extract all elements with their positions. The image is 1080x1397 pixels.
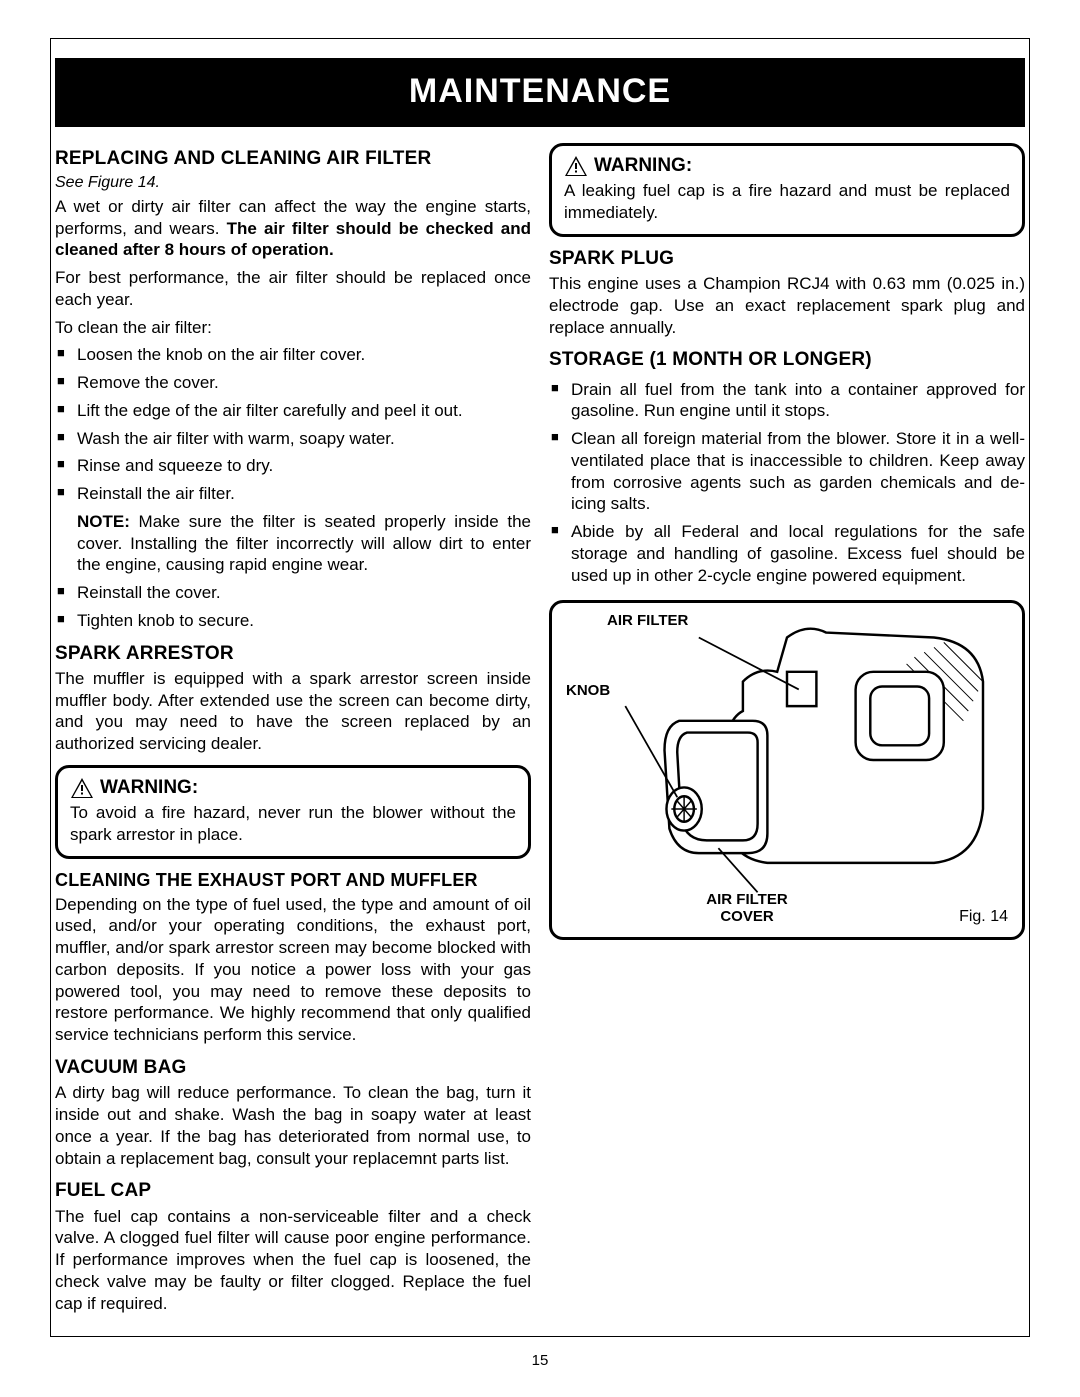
warning-box-1: WARNING: To avoid a fire hazard, never r… [55,765,531,859]
air-filter-steps: Loosen the knob on the air filter cover.… [55,344,531,505]
warning-title: WARNING: [564,154,1010,178]
figure-caption: Fig. 14 [959,907,1008,927]
heading-vacuum: VACUUM BAG [55,1056,531,1080]
air-filter-note: NOTE: Make sure the filter is seated pro… [55,511,531,576]
list-item: Rinse and squeeze to dry. [55,455,531,477]
figure-label-cover: AIR FILTER COVER [692,892,802,925]
exhaust-p1: Depending on the type of fuel used, the … [55,894,531,1046]
heading-spark-plug: SPARK PLUG [549,247,1025,271]
banner-title: MAINTENANCE [55,58,1025,127]
storage-items: Drain all fuel from the tank into a cont… [549,379,1025,587]
heading-air-filter: REPLACING AND CLEANING AIR FILTER [55,147,531,171]
list-item: Reinstall the cover. [55,582,531,604]
figure-14: AIR FILTER KNOB AIR FILTER COVER Fig. 14 [549,600,1025,940]
list-item: Clean all foreign material from the blow… [549,428,1025,515]
heading-storage: STORAGE (1 MONTH OR LONGER) [549,348,1025,372]
figure-label-knob: KNOB [566,681,610,700]
heading-spark-arrestor: SPARK ARRESTOR [55,642,531,666]
list-item: Tighten knob to secure. [55,610,531,632]
warning-icon [70,777,94,799]
list-item: Wash the air filter with warm, soapy wat… [55,428,531,450]
list-item: Drain all fuel from the tank into a cont… [549,379,1025,423]
warning-box-2: WARNING: A leaking fuel cap is a fire ha… [549,143,1025,237]
warning-title: WARNING: [70,776,516,800]
figure-label-air-filter: AIR FILTER [607,611,688,630]
list-item: Abide by all Federal and local regulatio… [549,521,1025,586]
fuelcap-p1: The fuel cap contains a non-serviceable … [55,1206,531,1315]
list-item: Reinstall the air filter. [55,483,531,505]
heading-exhaust: CLEANING THE EXHAUST PORT AND MUFFLER [55,869,531,892]
air-filter-p3: To clean the air filter: [55,317,531,339]
warning-body: A leaking fuel cap is a fire hazard and … [564,180,1010,224]
air-filter-p2: For best performance, the air filter sho… [55,267,531,311]
heading-fuelcap: FUEL CAP [55,1179,531,1203]
vacuum-p1: A dirty bag will reduce performance. To … [55,1082,531,1169]
air-filter-p1: A wet or dirty air filter can affect the… [55,196,531,261]
spark-arrestor-p1: The muffler is equipped with a spark arr… [55,668,531,755]
right-column: WARNING: A leaking fuel cap is a fire ha… [549,137,1025,1320]
air-filter-steps-2: Reinstall the cover. Tighten knob to sec… [55,582,531,632]
see-figure-ref: See Figure 14. [55,173,531,193]
page-number: 15 [0,1352,1080,1369]
list-item: Loosen the knob on the air filter cover. [55,344,531,366]
figure-diagram [562,613,1012,907]
list-item: Remove the cover. [55,372,531,394]
list-item: Lift the edge of the air filter carefull… [55,400,531,422]
spark-plug-p1: This engine uses a Champion RCJ4 with 0.… [549,273,1025,338]
left-column: REPLACING AND CLEANING AIR FILTER See Fi… [55,137,531,1320]
warning-body: To avoid a fire hazard, never run the bl… [70,802,516,846]
warning-icon [564,155,588,177]
content-columns: REPLACING AND CLEANING AIR FILTER See Fi… [55,137,1025,1320]
